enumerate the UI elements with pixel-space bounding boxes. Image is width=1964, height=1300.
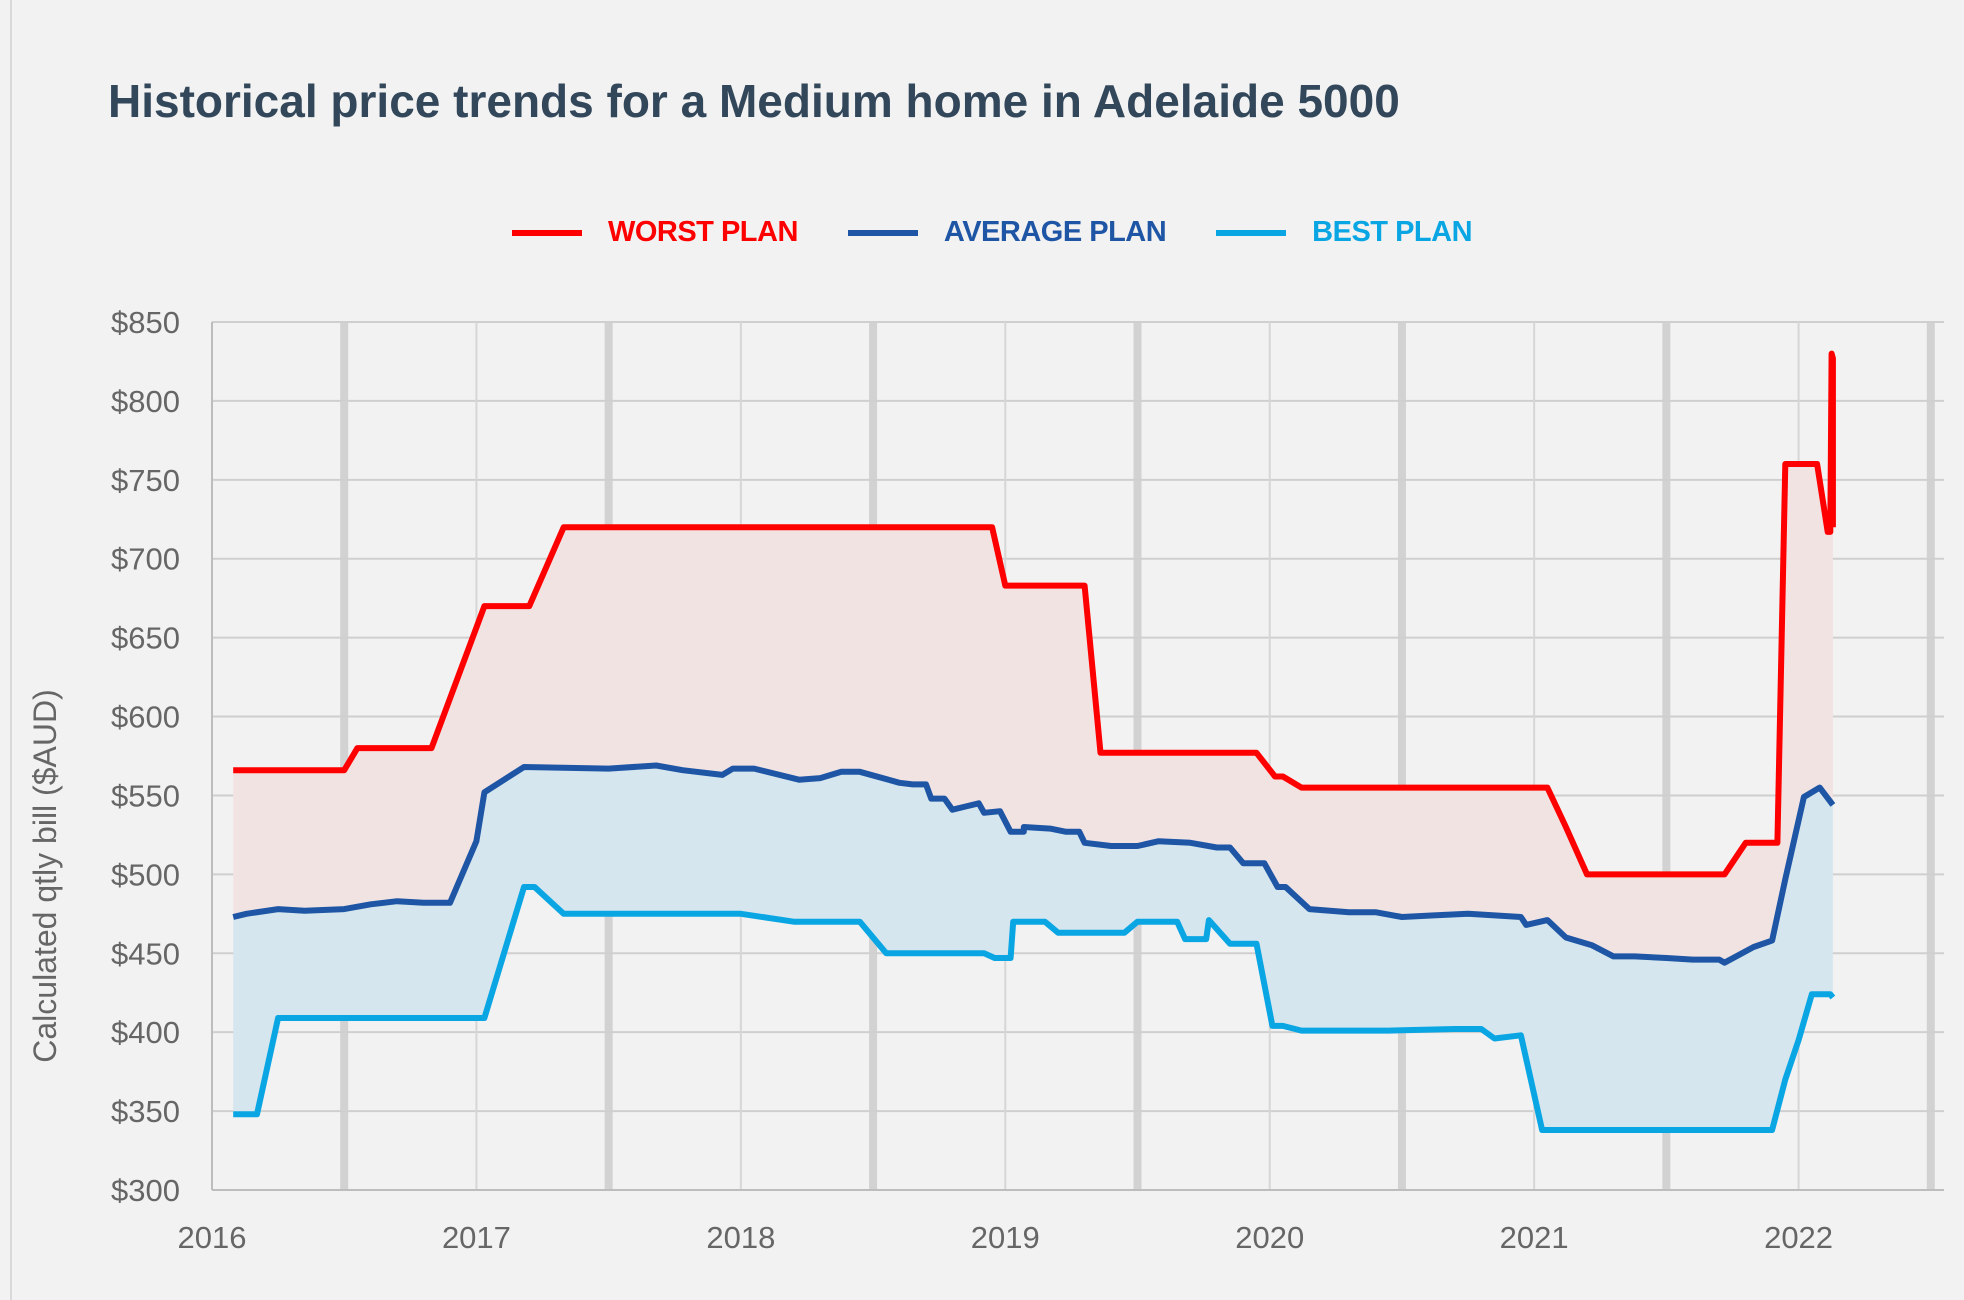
average-best-area [233,765,1833,1130]
legend-label-best: BEST PLAN [1312,216,1473,248]
legend-label-average: AVERAGE PLAN [943,216,1167,248]
y-tick-label: $550 [111,778,180,813]
series-lines [232,350,1836,1133]
y-tick-label: $650 [111,621,180,656]
legend-label-worst: WORST PLAN [607,216,798,248]
y-tick-label: $450 [111,936,180,971]
average-plan-line [232,762,1836,966]
y-tick-label: $750 [111,463,180,498]
legend-swatch-worst [511,229,582,236]
x-tick-label: 2022 [1764,1220,1833,1255]
y-tick-label: $850 [111,305,180,340]
y-tick-label: $400 [111,1015,180,1050]
y-axis-title: Calculated qtly bill ($AUD) [27,689,63,1062]
legend-swatch-best [1216,229,1287,236]
y-tick-label: $300 [111,1173,180,1208]
worst-plan-line [233,350,1836,878]
legend-swatch-average [847,229,918,236]
legend: WORST PLAN AVERAGE PLAN BEST PLAN [0,216,1964,249]
chart-title: Historical price trends for a Medium hom… [108,75,1400,127]
year-bands [340,322,1935,1190]
worst-average-area [233,353,1833,963]
x-tick-label: 2020 [1235,1220,1304,1255]
x-tick-label: 2021 [1500,1220,1569,1255]
x-axis-ticks: 2016 2017 2018 2019 2020 2021 2022 [178,1220,1834,1255]
x-tick-label: 2019 [971,1220,1040,1255]
legend-item-average[interactable]: AVERAGE PLAN [847,216,1167,249]
y-tick-label: $700 [111,542,180,577]
y-tick-label: $600 [111,700,180,735]
best-plan-line [233,884,1836,1133]
y-tick-label: $500 [111,857,180,892]
y-axis-ticks: $300 $350 $400 $450 $500 $550 $600 $650 $700 $750… [111,305,180,1208]
x-tick-label: 2018 [706,1220,775,1255]
x-tick-label: 2017 [442,1220,511,1255]
series-areas [233,353,1833,1130]
legend-item-best[interactable]: BEST PLAN [1216,216,1473,249]
y-tick-label: $350 [111,1094,180,1129]
legend-item-worst[interactable]: WORST PLAN [511,216,798,249]
x-tick-label: 2016 [178,1220,247,1255]
y-tick-label: $800 [111,384,180,419]
